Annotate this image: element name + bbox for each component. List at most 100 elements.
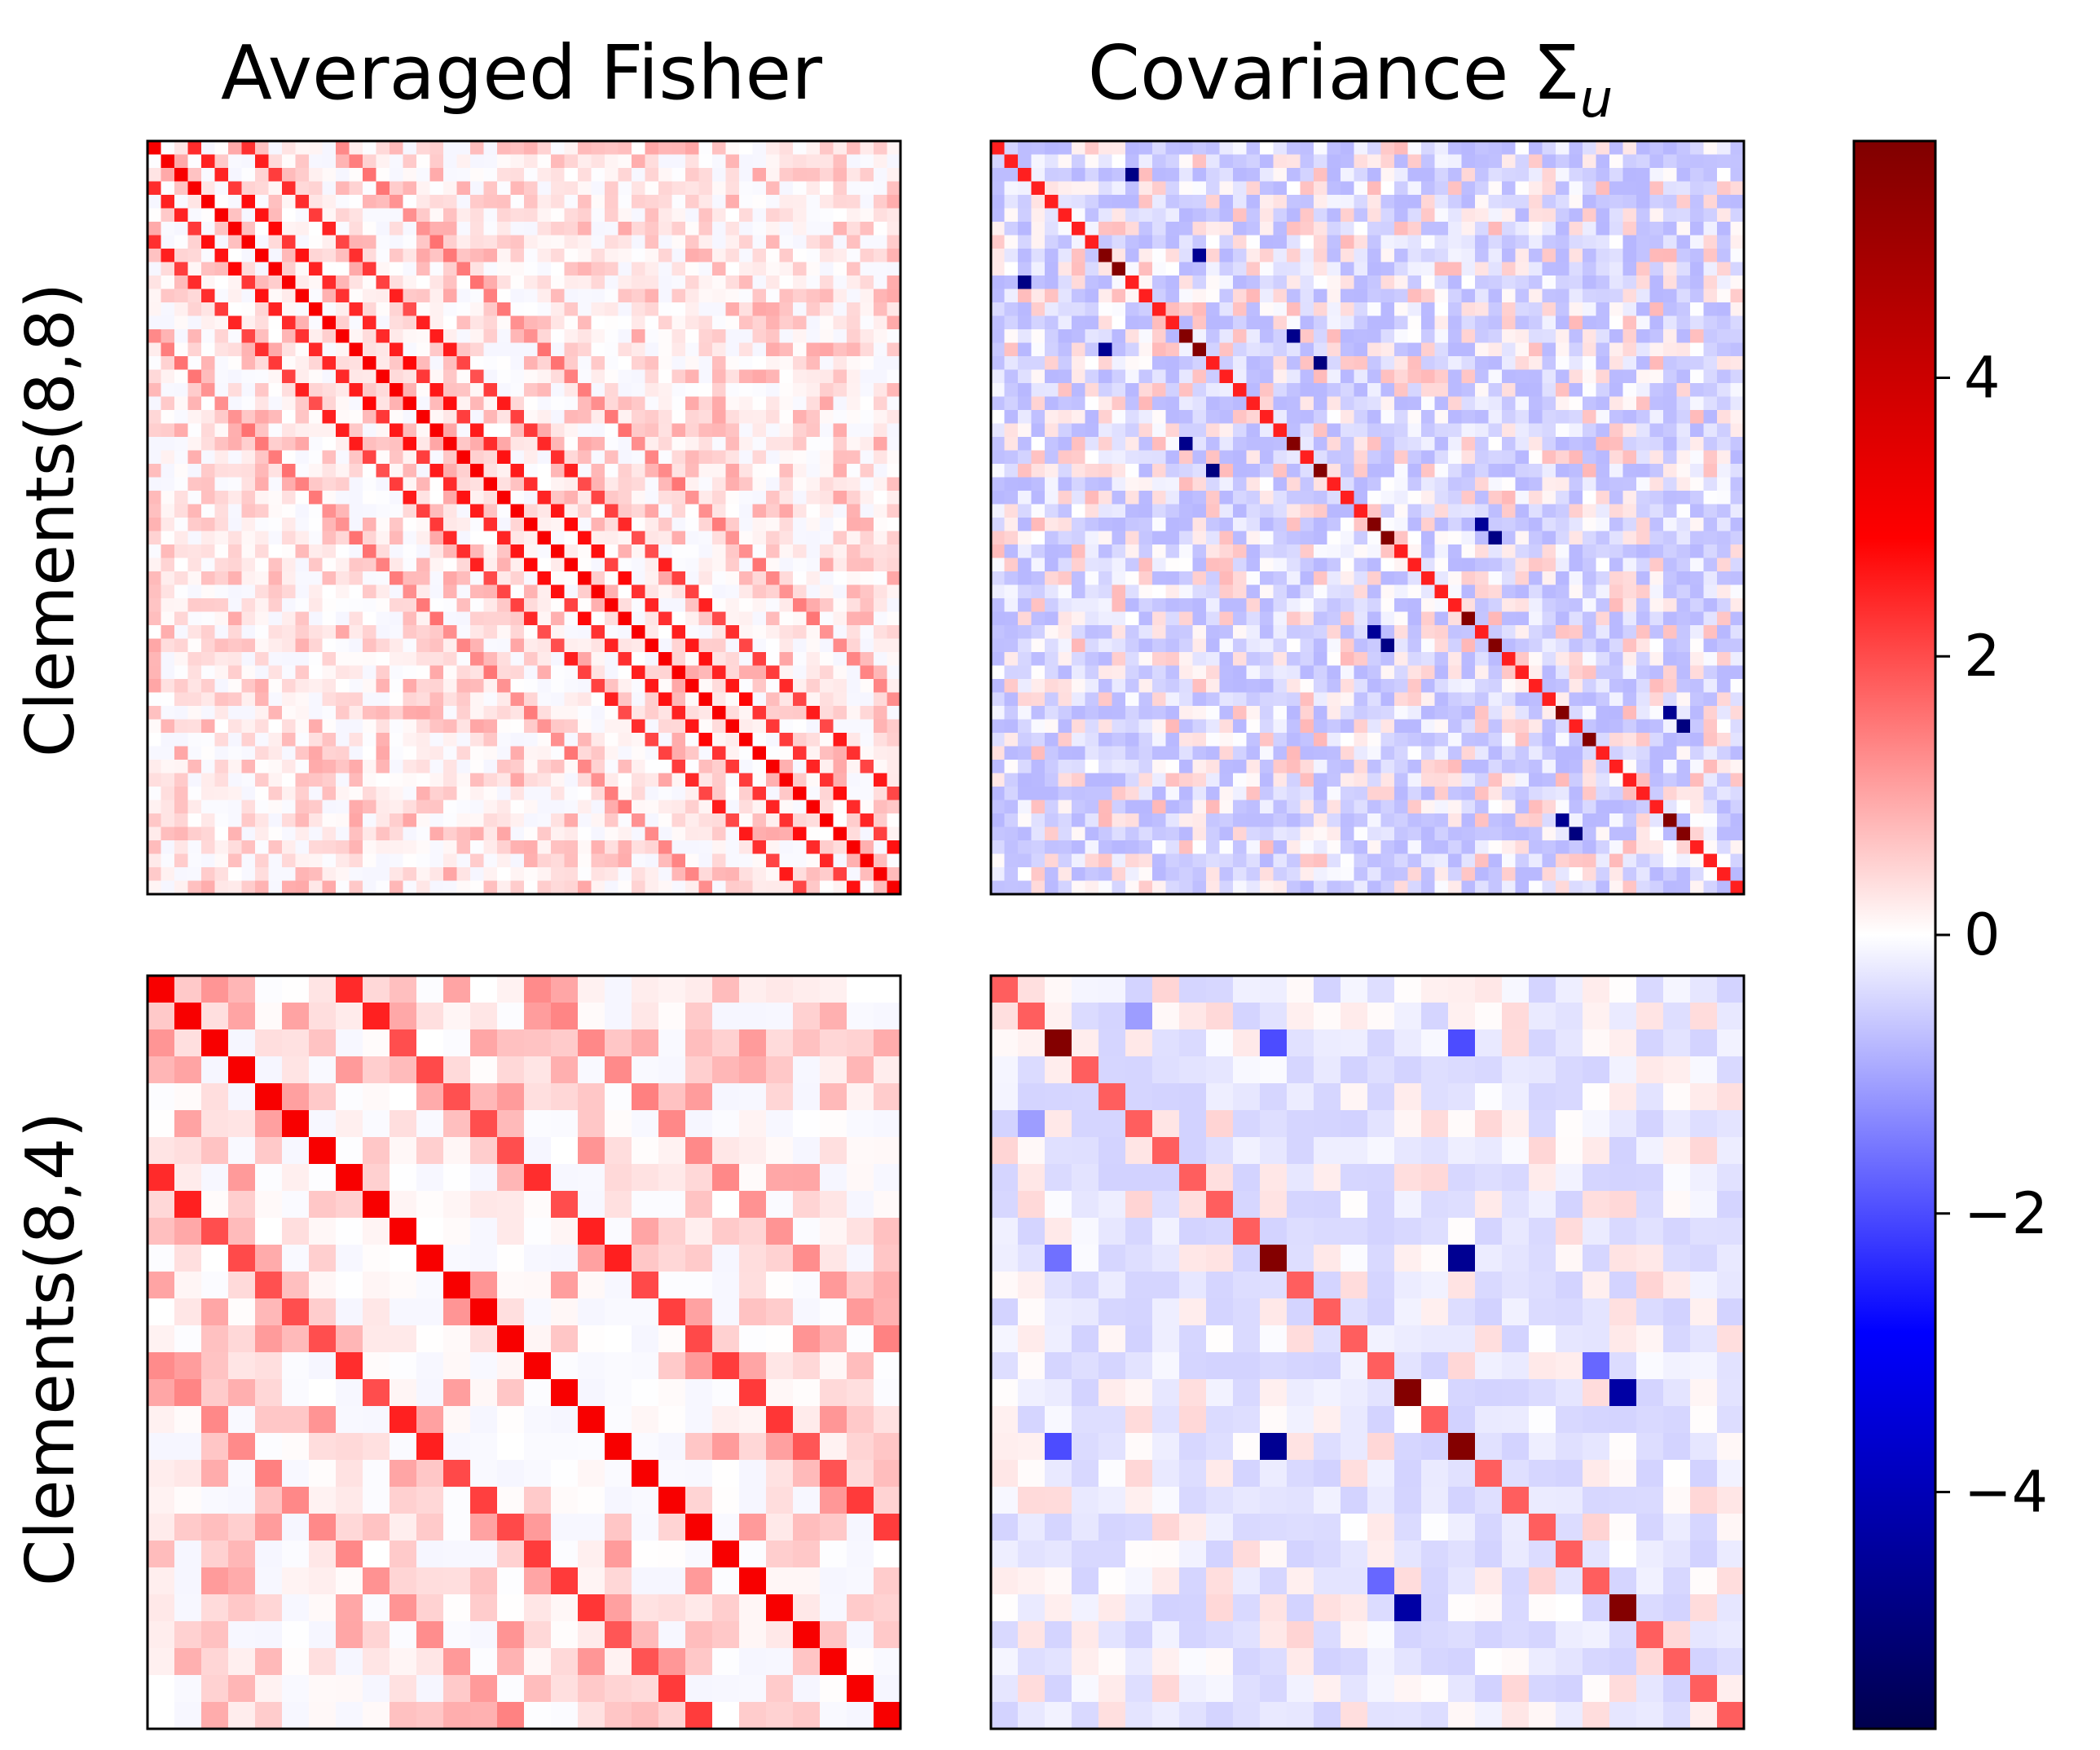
heatmap-cell [712, 611, 727, 626]
heatmap-cell [645, 302, 659, 317]
heatmap-cell [1730, 329, 1745, 344]
heatmap-cell [551, 504, 566, 518]
heatmap-cell [806, 396, 821, 411]
heatmap-cell [187, 773, 202, 787]
heatmap-cell [161, 315, 175, 330]
heatmap-cell [671, 598, 686, 613]
heatmap-cell [1649, 450, 1664, 465]
heatmap-cell [887, 652, 901, 667]
heatmap-cell [214, 477, 229, 491]
heatmap-cell [833, 679, 847, 694]
heatmap-cell [591, 638, 605, 653]
heatmap-cell [551, 880, 566, 895]
heatmap-cell [376, 249, 390, 263]
heatmap-cell [1421, 276, 1436, 290]
heatmap-cell [591, 719, 605, 734]
heatmap-cell [1569, 531, 1583, 545]
heatmap-cell [336, 571, 350, 586]
heatmap-cell [685, 276, 700, 290]
heatmap-cell [1529, 208, 1543, 223]
heatmap-cell [833, 181, 847, 196]
heatmap-cell [1448, 477, 1463, 491]
heatmap-cell [658, 611, 673, 626]
heatmap-cell [991, 571, 1006, 586]
heatmap-cell [497, 181, 512, 196]
heatmap-cell [1529, 315, 1543, 330]
heatmap-cell [645, 584, 659, 599]
heatmap-cell [578, 235, 592, 249]
heatmap-cell [390, 531, 404, 545]
heatmap-cell [793, 437, 808, 452]
heatmap-cell [1649, 235, 1664, 249]
heatmap-cell [510, 262, 525, 276]
heatmap-cell [887, 853, 901, 868]
heatmap-cell [295, 289, 310, 303]
heatmap-cell [322, 396, 337, 411]
heatmap-cell [1515, 477, 1530, 491]
heatmap-cell [752, 342, 767, 357]
heatmap-cell [739, 504, 754, 518]
heatmap-cell [1354, 464, 1368, 478]
heatmap-cell [712, 329, 727, 344]
heatmap-cell [1394, 544, 1409, 559]
heatmap-cell [1380, 222, 1395, 236]
heatmap-cell [429, 477, 444, 491]
heatmap-cell [497, 733, 512, 747]
heatmap-cell [1152, 531, 1167, 545]
heatmap-cell [187, 222, 202, 236]
heatmap-cell [1542, 477, 1556, 491]
heatmap-cell [833, 571, 847, 586]
heatmap-cell [806, 840, 821, 855]
heatmap-cell [201, 342, 216, 357]
heatmap-cell [322, 733, 337, 747]
heatmap-cell [658, 733, 673, 747]
heatmap-cell [564, 315, 579, 330]
heatmap-cell [1542, 276, 1556, 290]
heatmap-cell [1125, 491, 1140, 505]
heatmap-cell [241, 625, 256, 640]
heatmap-cell [1260, 342, 1275, 357]
heatmap-cell [739, 584, 754, 599]
heatmap-cell [739, 800, 754, 814]
heatmap-cell [1004, 302, 1019, 317]
heatmap-cell [1031, 450, 1046, 465]
heatmap-cell [1018, 491, 1032, 505]
heatmap-cell [537, 195, 552, 209]
heatmap-cell [1233, 195, 1248, 209]
heatmap-cell [363, 584, 377, 599]
heatmap-cell [416, 558, 431, 572]
heatmap-cell [537, 827, 552, 841]
heatmap-cell [161, 571, 175, 586]
heatmap-cell [1636, 276, 1651, 290]
heatmap-cell [1018, 329, 1032, 344]
heatmap-cell [887, 262, 901, 276]
heatmap-cell [201, 249, 216, 263]
heatmap-cell [295, 477, 310, 491]
heatmap-cell [1663, 168, 1678, 183]
heatmap-cell [1219, 491, 1234, 505]
heatmap-cell [174, 706, 189, 721]
heatmap-cell [456, 450, 471, 465]
heatmap-cell [1206, 208, 1221, 223]
heatmap-cell [685, 679, 700, 694]
heatmap-cell [1475, 518, 1490, 532]
heatmap-cell [214, 652, 229, 667]
heatmap-cell [1622, 154, 1637, 169]
heatmap-cell [510, 760, 525, 774]
heatmap-cell [618, 329, 632, 344]
heatmap-cell [1138, 168, 1153, 183]
heatmap-cell [336, 477, 350, 491]
heatmap-cell [1596, 302, 1610, 317]
heatmap-cell [228, 477, 243, 491]
heatmap-cell [295, 383, 310, 398]
heatmap-cell [537, 208, 552, 223]
heatmap-cell [309, 342, 324, 357]
heatmap-cell [443, 222, 458, 236]
heatmap-cell [671, 504, 686, 518]
heatmap-cell [309, 665, 324, 680]
heatmap-cell [1515, 410, 1530, 425]
heatmap-cell [632, 168, 646, 183]
heatmap-cell [1488, 289, 1503, 303]
heatmap-cell [578, 491, 592, 505]
heatmap-cell [1072, 249, 1086, 263]
